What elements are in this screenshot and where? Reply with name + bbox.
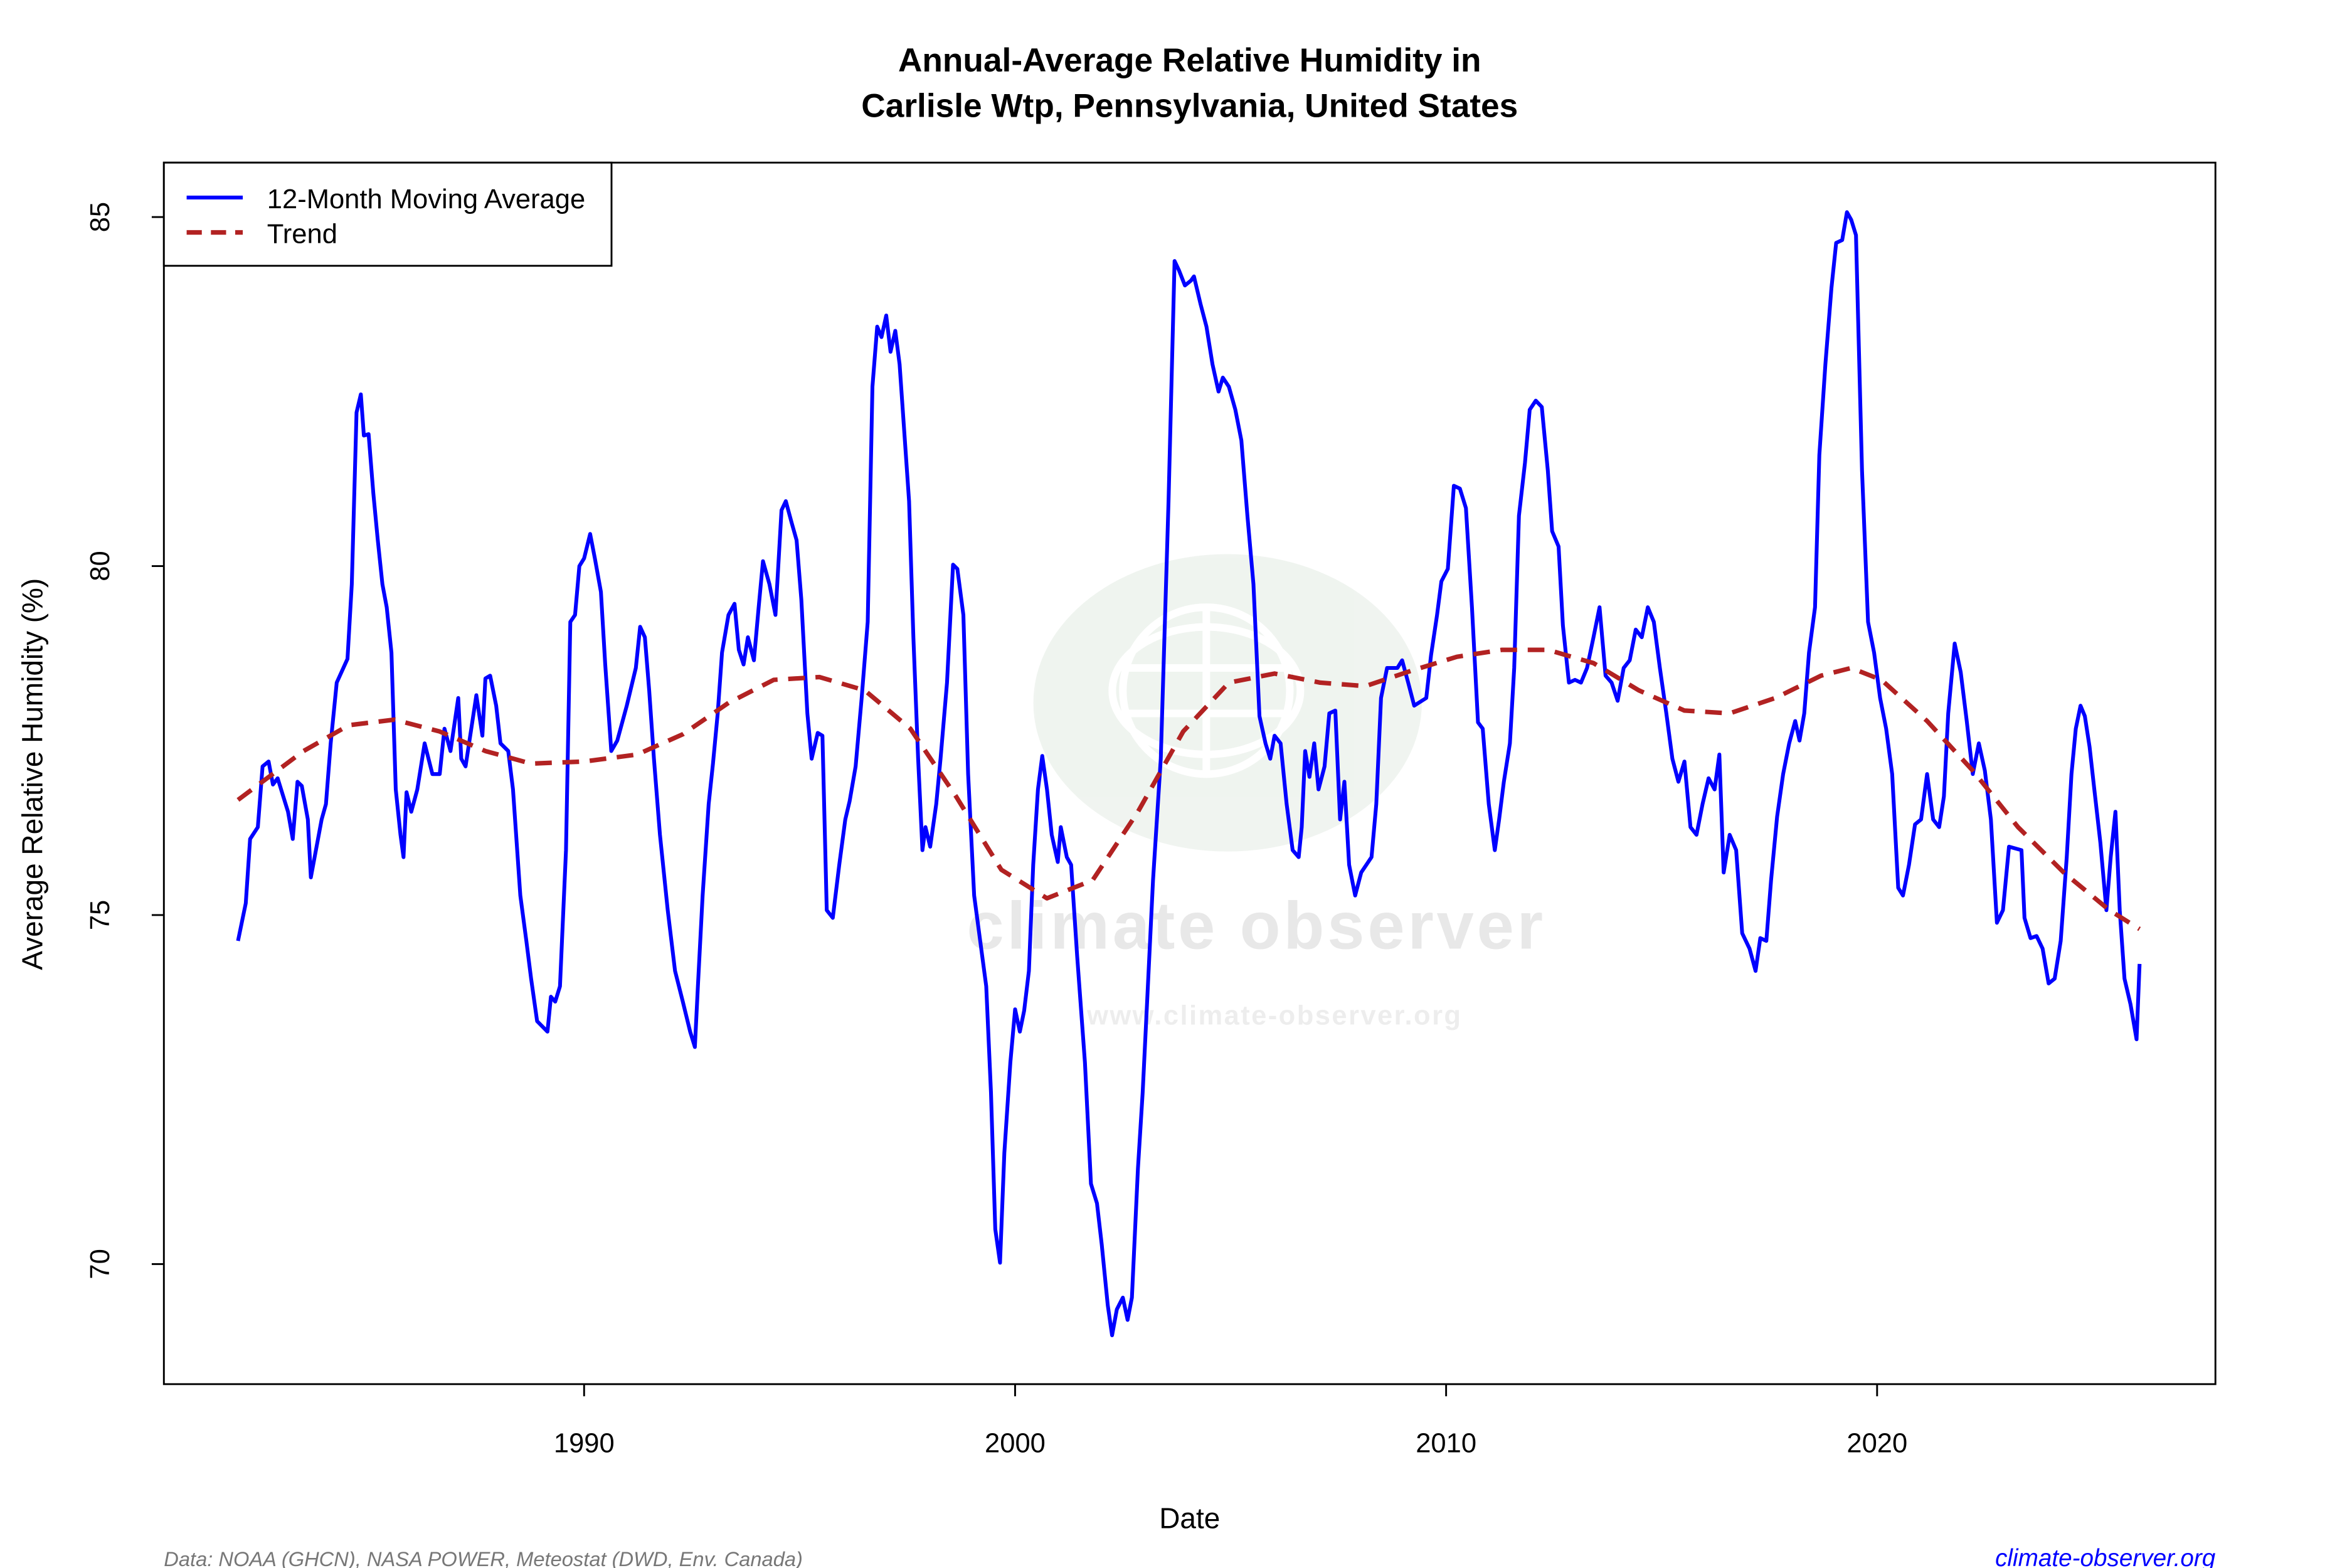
watermark-logo-ellipse — [1033, 554, 1422, 852]
x-tick-label: 2010 — [1416, 1429, 1476, 1459]
series-layer — [236, 210, 2142, 1337]
watermark: climate observer www.climate-observer.or… — [967, 554, 1545, 1030]
chart-subtitle: Carlisle Wtp, Pennsylvania, United State… — [861, 88, 1518, 125]
watermark-brand: climate observer — [967, 889, 1545, 963]
legend-label-trend: Trend — [267, 220, 337, 250]
legend-label-moving-average: 12-Month Moving Average — [267, 184, 585, 215]
legend-box — [162, 161, 613, 267]
x-tick-label: 2000 — [985, 1429, 1046, 1459]
footer-source: Data: NOAA (GHCN), NASA POWER, Meteostat… — [164, 1547, 803, 1568]
y-axis-label: Average Relative Humidity (%) — [16, 578, 49, 970]
moving-average-line — [236, 210, 2142, 1337]
x-axis: 1990 2000 2010 2020 — [554, 1383, 1907, 1459]
watermark-url: www.climate-observer.org — [1086, 1000, 1462, 1030]
legend: 12-Month Moving Average Trend — [162, 161, 613, 267]
footer-site-link[interactable]: climate-observer.org — [1995, 1545, 2216, 1568]
x-tick-label: 1990 — [554, 1429, 615, 1459]
chart-title: Annual-Average Relative Humidity in — [898, 42, 1481, 79]
x-tick-label: 2020 — [1846, 1429, 1907, 1459]
y-axis: 70 75 80 85 — [85, 202, 164, 1279]
y-tick-label: 80 — [85, 551, 115, 581]
y-tick-label: 70 — [85, 1249, 115, 1279]
y-tick-label: 75 — [85, 900, 115, 930]
y-tick-label: 85 — [85, 202, 115, 232]
x-axis-label: Date — [1159, 1502, 1220, 1535]
globe-icon — [1108, 603, 1305, 778]
